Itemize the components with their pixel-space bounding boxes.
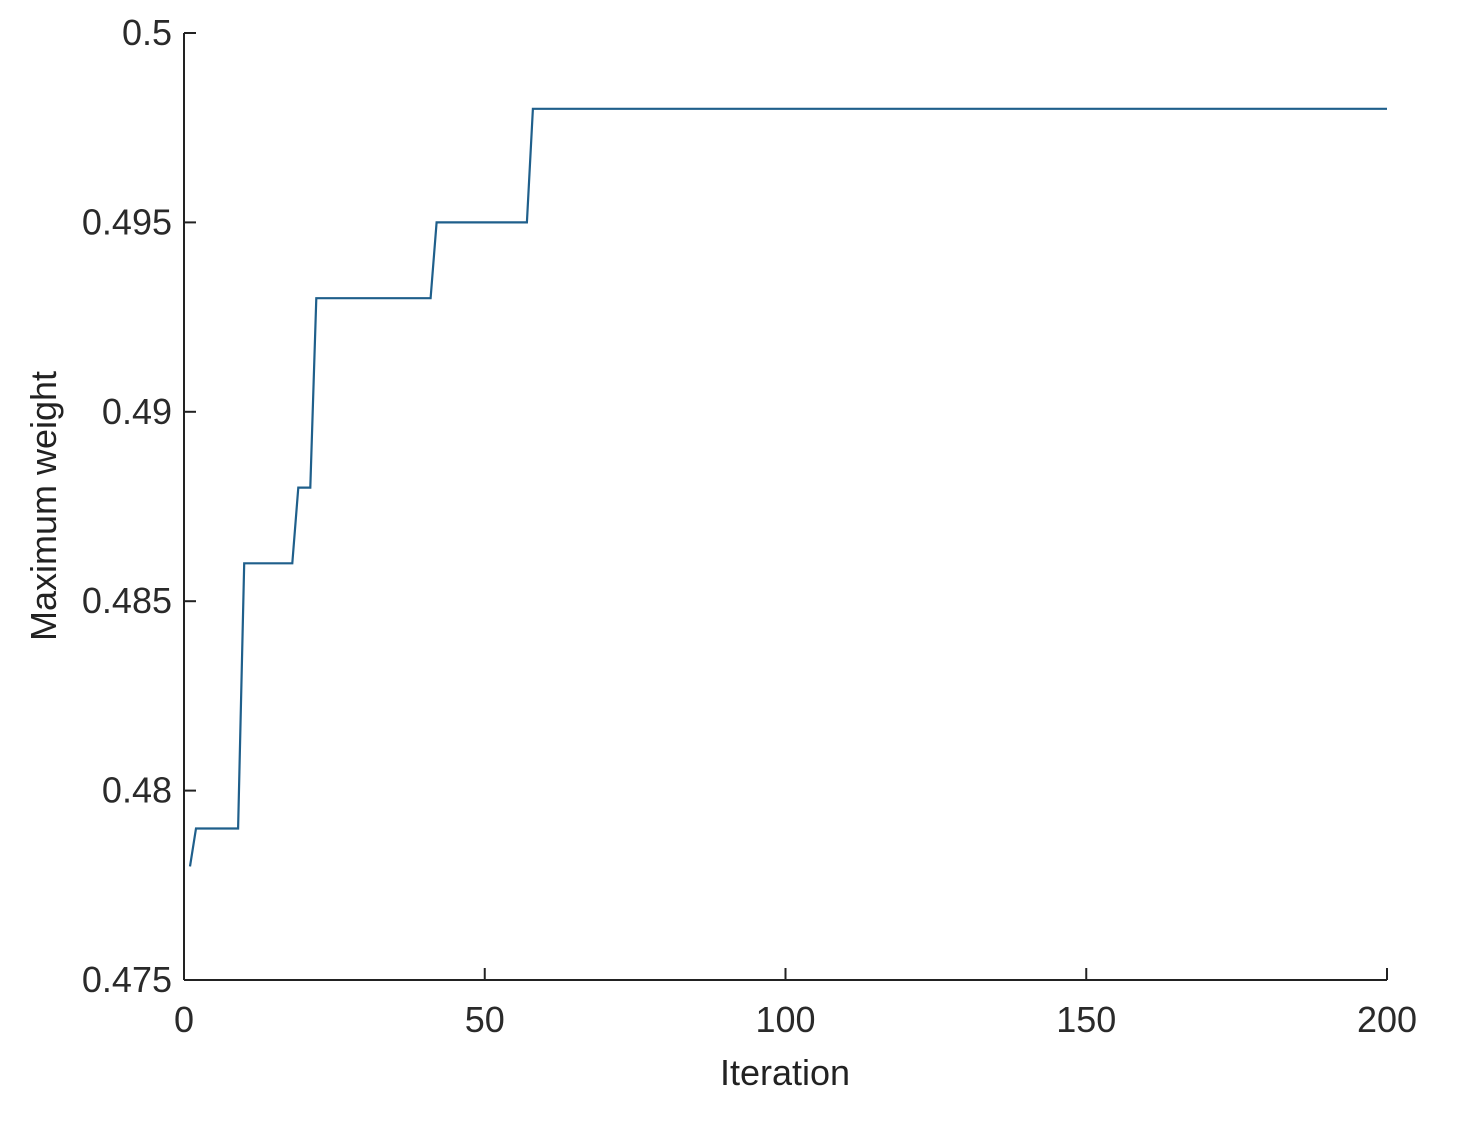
x-axis-label: Iteration [720,1052,850,1093]
y-ticks: 0.475 0.48 0.485 0.49 0.495 0.5 [82,12,196,1000]
x-tick-label: 50 [465,999,505,1040]
y-tick-label: 0.485 [82,580,172,621]
x-ticks: 0 50 100 150 200 [174,968,1417,1040]
y-tick-label: 0.475 [82,959,172,1000]
y-axis: 0.475 0.48 0.485 0.49 0.495 0.5 [82,12,196,1000]
y-tick-label: 0.495 [82,201,172,242]
x-tick-label: 200 [1357,999,1417,1040]
y-tick-label: 0.49 [102,391,172,432]
series-group [188,107,1387,867]
x-axis: 0 50 100 150 200 [174,968,1417,1040]
y-tick-label: 0.5 [122,12,172,53]
series-line [188,107,1387,867]
x-tick-label: 100 [755,999,815,1040]
y-tick-label: 0.48 [102,770,172,811]
y-axis-label: Maximum weight [23,371,64,641]
x-tick-label: 0 [174,999,194,1040]
x-tick-label: 150 [1056,999,1116,1040]
